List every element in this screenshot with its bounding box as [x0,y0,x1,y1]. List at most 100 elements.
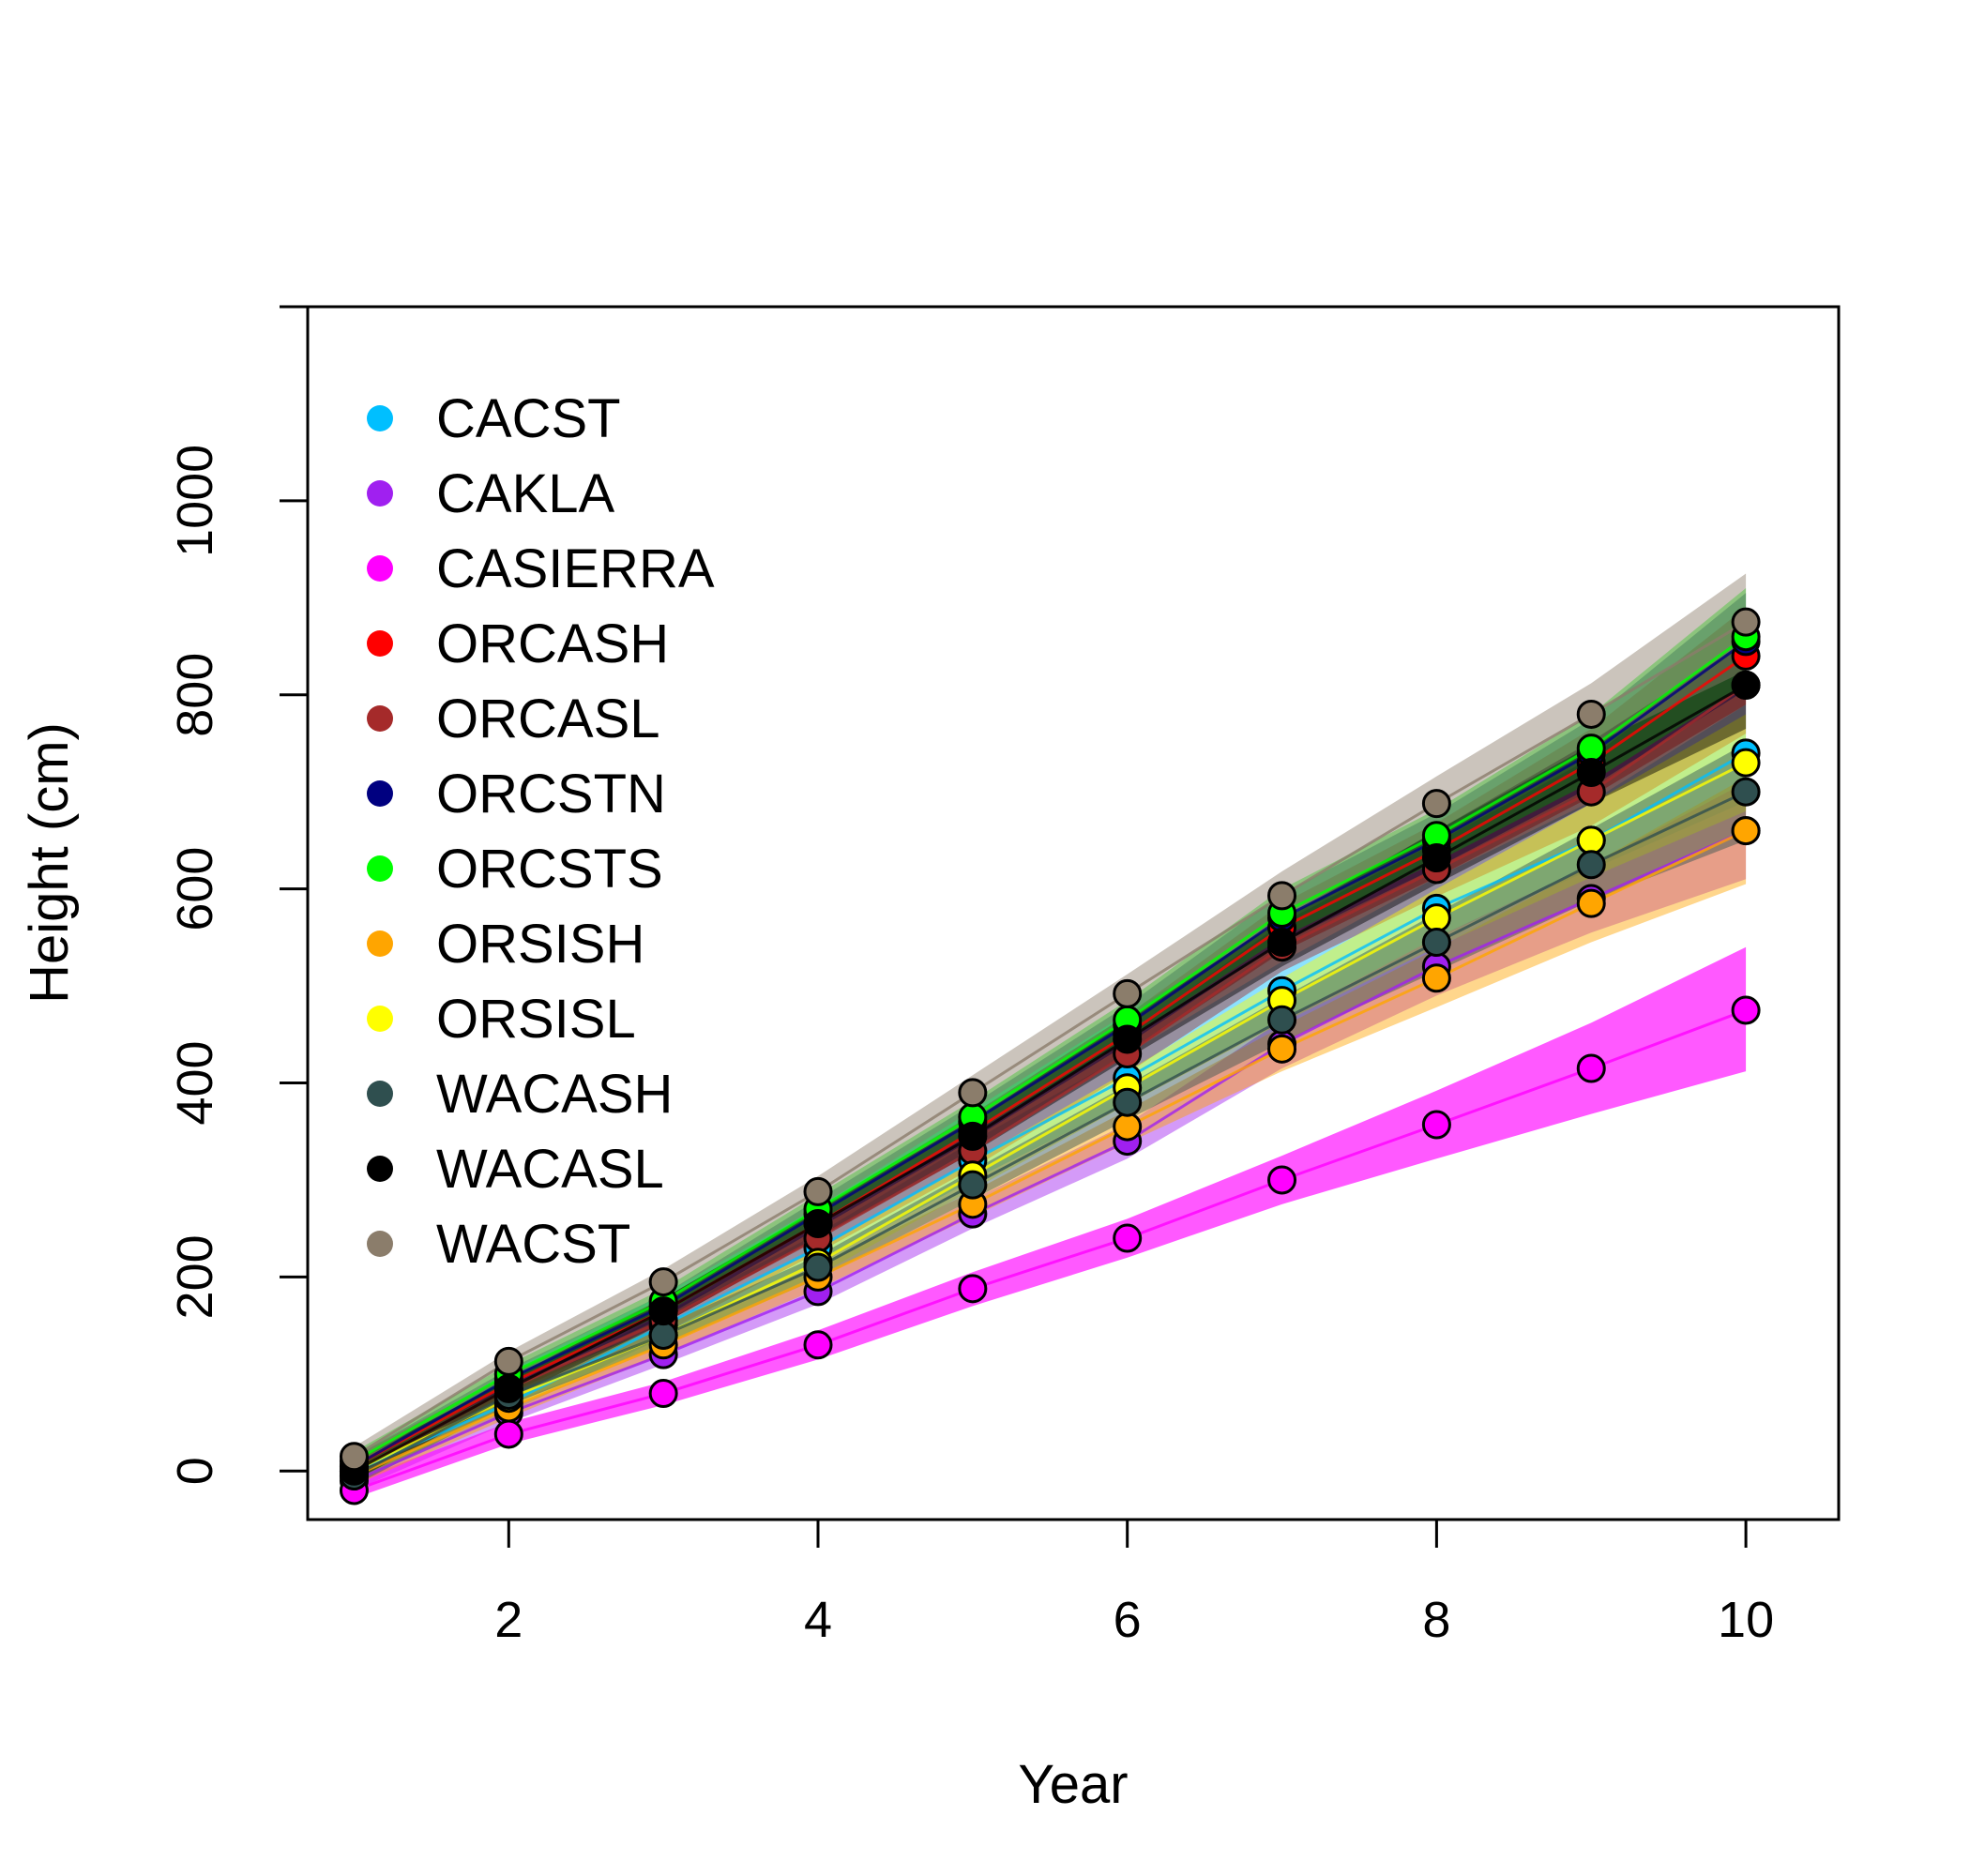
legend-label-cacst: CACST [436,388,621,449]
legend-label-orcstn: ORCSTN [436,764,666,825]
point-wacst-7 [1267,881,1297,911]
series-lines [353,620,1747,1492]
point-orsisl-10 [1731,748,1761,778]
band-cakla [354,781,1747,1490]
point-wacasl-9 [1576,758,1606,788]
line-orcstn [353,640,1747,1468]
point-wacasl-2 [493,1373,523,1403]
legend-marker-orcash [367,630,393,657]
point-wacash-3 [648,1320,678,1350]
point-orsish-7 [1267,1034,1297,1064]
legend-label-casierra: CASIERRA [436,538,715,599]
legend-marker-cacst [367,405,393,431]
point-wacash-4 [803,1252,833,1282]
point-wacst-1 [339,1442,369,1472]
point-casierra-2 [493,1419,523,1449]
legend-marker-orcsts [367,855,393,882]
point-wacst-9 [1576,699,1606,729]
legend-label-orcash: ORCASH [436,613,669,674]
point-wacasl-8 [1421,843,1451,873]
legend-label-orcasl: ORCASL [436,688,660,749]
point-wacst-2 [493,1346,523,1376]
point-orsisl-8 [1421,903,1451,933]
point-wacasl-3 [648,1296,678,1326]
line-orcash [353,655,1747,1468]
point-orsish-8 [1421,963,1451,993]
x-tick-label: 2 [494,1592,523,1648]
legend-label-wacst: WACST [436,1214,630,1275]
y-tick-label: 0 [167,1457,223,1485]
point-wacst-6 [1113,978,1143,1008]
legend-label-wacasl: WACASL [436,1139,664,1200]
line-wacasl [353,684,1747,1473]
point-wacasl-10 [1731,670,1761,700]
line-casierra [353,1008,1747,1492]
y-axis: 0 200 400 600 800 1000 [167,305,310,1485]
point-wacasl-4 [803,1209,833,1239]
x-axis-title: Year [1018,1754,1128,1815]
point-casierra-8 [1421,1110,1451,1140]
point-orsish-10 [1731,816,1761,846]
y-tick-label: 1000 [167,445,223,557]
point-wacasl-6 [1113,1024,1143,1054]
legend-marker-wacasl [367,1156,393,1182]
x-tick-label: 8 [1422,1592,1450,1648]
point-orcsts-9 [1576,734,1606,764]
point-casierra-5 [958,1274,988,1304]
point-wacash-6 [1113,1087,1143,1117]
point-casierra-6 [1113,1223,1143,1253]
legend-label-orcsts: ORCSTS [436,839,663,900]
legend-label-wacash: WACASH [436,1064,673,1125]
point-orsish-6 [1113,1112,1143,1142]
y-axis-title: Height (cm) [19,722,80,1004]
point-wacst-8 [1421,789,1451,819]
x-tick-label: 4 [804,1592,832,1648]
x-tick-label: 6 [1114,1592,1142,1648]
line-orsish [353,829,1747,1477]
x-axis: 2 4 6 8 10 [494,1518,1774,1648]
legend-label-orsisl: ORSISL [436,989,636,1050]
point-orsish-9 [1576,888,1606,918]
line-cakla [353,829,1747,1482]
point-casierra-7 [1267,1165,1297,1195]
legend-marker-wacst [367,1231,393,1257]
point-wacst-5 [958,1078,988,1108]
point-wacash-10 [1731,777,1761,807]
legend-marker-orcasl [367,705,393,732]
y-tick-label: 200 [167,1234,223,1319]
point-wacash-8 [1421,928,1451,958]
point-orsisl-9 [1576,825,1606,855]
point-wacash-9 [1576,850,1606,880]
line-orcasl [353,684,1747,1473]
band-cacst [354,704,1747,1483]
point-casierra-4 [803,1330,833,1360]
legend-marker-orcstn [367,780,393,807]
point-wacash-5 [958,1170,988,1200]
point-casierra-3 [648,1379,678,1409]
y-tick-label: 600 [167,847,223,931]
line-wacash [353,790,1747,1477]
data-points [339,607,1761,1505]
point-wacst-10 [1731,607,1761,637]
line-wacst [353,620,1747,1459]
point-wacst-3 [648,1267,678,1297]
band-casierra [354,946,1747,1499]
legend-marker-orsish [367,930,393,957]
band-wacst [354,573,1747,1467]
legend: CACST CAKLA CASIERRA ORCASH ORCASL ORCSTN ORCS… [367,388,715,1275]
point-wacash-7 [1267,1005,1297,1035]
legend-marker-casierra [367,555,393,582]
x-tick-label: 10 [1718,1592,1774,1648]
point-casierra-10 [1731,995,1761,1025]
point-wacasl-7 [1267,928,1297,958]
legend-label-orsish: ORSISH [436,914,644,975]
line-orcsts [353,635,1747,1463]
legend-marker-wacash [367,1081,393,1107]
point-casierra-9 [1576,1053,1606,1083]
point-wacasl-5 [958,1121,988,1151]
legend-marker-cakla [367,480,393,507]
point-wacst-4 [803,1176,833,1206]
y-tick-label: 800 [167,653,223,737]
